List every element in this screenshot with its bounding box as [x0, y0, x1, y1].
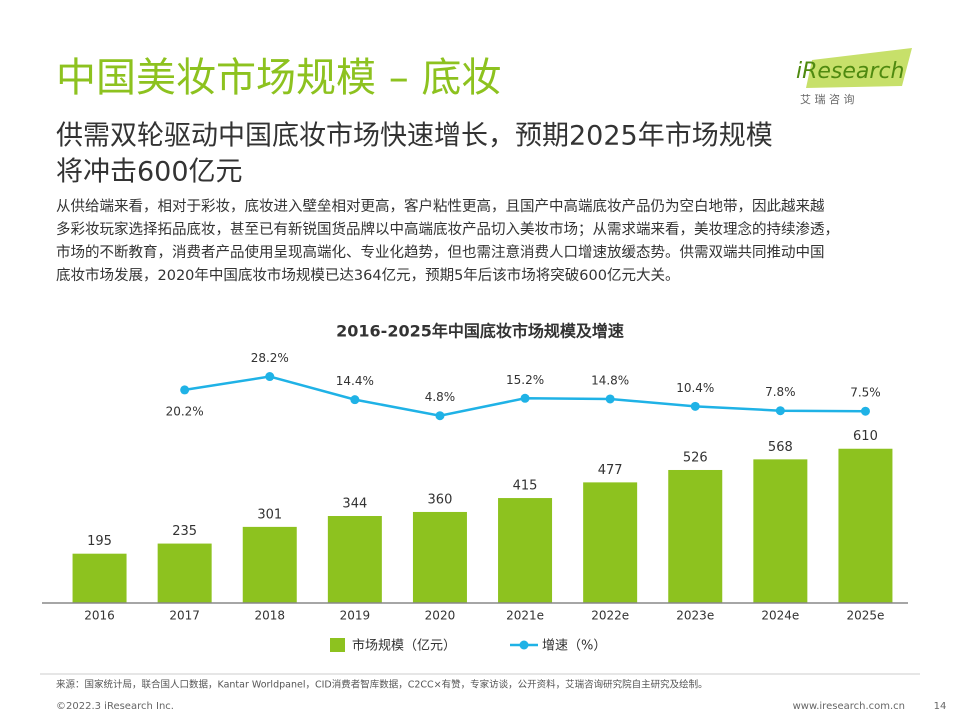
data-label: 568 — [768, 440, 793, 455]
x-tick-label: 2017 — [169, 609, 200, 623]
bar — [753, 459, 808, 603]
data-label: 301 — [257, 507, 282, 522]
logo: iResearch — [796, 59, 905, 84]
subtitle: 供需双轮驱动中国底妆市场快速增长，预期2025年市场规模 — [56, 121, 773, 152]
legend-label: 市场规模（亿元） — [352, 638, 456, 654]
source: 来源：国家统计局，联合国人口数据，Kantar Worldpanel，CID消费… — [56, 679, 708, 691]
growth-point — [180, 385, 190, 395]
page-number: 14 — [934, 701, 947, 712]
data-label: 344 — [342, 497, 367, 512]
paragraph: 市场的不断教育，消费者产品使用呈现高端化、专业化趋势，但也需注意消费人口增速放缓… — [56, 243, 825, 261]
bar — [838, 448, 893, 603]
growth-point — [265, 372, 275, 382]
data-label: 610 — [853, 429, 878, 444]
bar — [412, 511, 467, 603]
bar — [668, 469, 723, 603]
x-tick-label: 2020 — [425, 609, 456, 623]
data-label: 10.4% — [676, 381, 714, 395]
bar — [157, 543, 212, 603]
growth-point — [605, 394, 615, 404]
legend-swatch — [330, 638, 345, 652]
data-label: 526 — [683, 450, 708, 465]
bar — [72, 553, 127, 603]
x-tick-label: 2018 — [254, 609, 285, 623]
data-label: 4.8% — [425, 390, 456, 404]
data-label: 7.5% — [850, 386, 881, 400]
growth-point — [775, 406, 785, 416]
x-tick-label: 2019 — [340, 609, 371, 623]
legend-swatch — [519, 640, 529, 650]
x-tick-label: 2021e — [506, 609, 544, 623]
data-label: 195 — [87, 534, 112, 549]
data-label: 360 — [428, 492, 453, 507]
paragraph: 底妆市场发展，2020年中国底妆市场规模已达364亿元，预期5年后该市场将突破6… — [56, 267, 679, 284]
data-label: 14.8% — [591, 373, 629, 387]
x-tick-label: 2023e — [676, 609, 714, 623]
x-tick-label: 2022e — [591, 609, 629, 623]
logo-sub: 艾 瑞 咨 询 — [800, 92, 855, 106]
paragraph: 从供给端来看，相对于彩妆，底妆进入壁垒相对更高，客户粘性更高，且国产中高端底妆产… — [56, 198, 825, 215]
url: www.iresearch.com.cn — [793, 701, 905, 712]
bar — [498, 498, 553, 603]
x-tick-label: 2024e — [761, 609, 799, 623]
growth-point — [860, 406, 870, 416]
growth-point — [520, 393, 530, 403]
paragraph: 多彩妆玩家选择拓品底妆，甚至已有新锐国货品牌以中高端底妆产品切入美妆市场；从需求… — [56, 220, 839, 238]
subtitle: 将冲击600亿元 — [56, 157, 243, 188]
bar — [583, 482, 638, 603]
legend-label: 增速（%） — [542, 639, 606, 654]
data-label: 235 — [172, 524, 197, 539]
data-label: 7.8% — [765, 385, 796, 399]
copyright: ©2022.3 iResearch Inc. — [56, 701, 174, 712]
x-tick-label: 2025e — [846, 609, 884, 623]
data-label: 28.2% — [251, 351, 289, 365]
x-tick-label: 2016 — [84, 609, 115, 623]
logo-shape — [806, 48, 912, 88]
chart-title: 2016-2025年中国底妆市场规模及增速 — [336, 322, 624, 341]
growth-point — [435, 411, 445, 421]
data-label: 15.2% — [506, 373, 544, 387]
data-label: 415 — [513, 479, 538, 494]
growth-point — [690, 401, 700, 411]
data-label: 20.2% — [166, 404, 204, 418]
growth-point — [350, 395, 360, 405]
slide-title: 中国美妆市场规模 – 底妆 — [56, 55, 501, 101]
bar — [327, 516, 382, 603]
bar — [242, 526, 297, 603]
data-label: 477 — [598, 463, 623, 478]
data-label: 14.4% — [336, 374, 374, 388]
